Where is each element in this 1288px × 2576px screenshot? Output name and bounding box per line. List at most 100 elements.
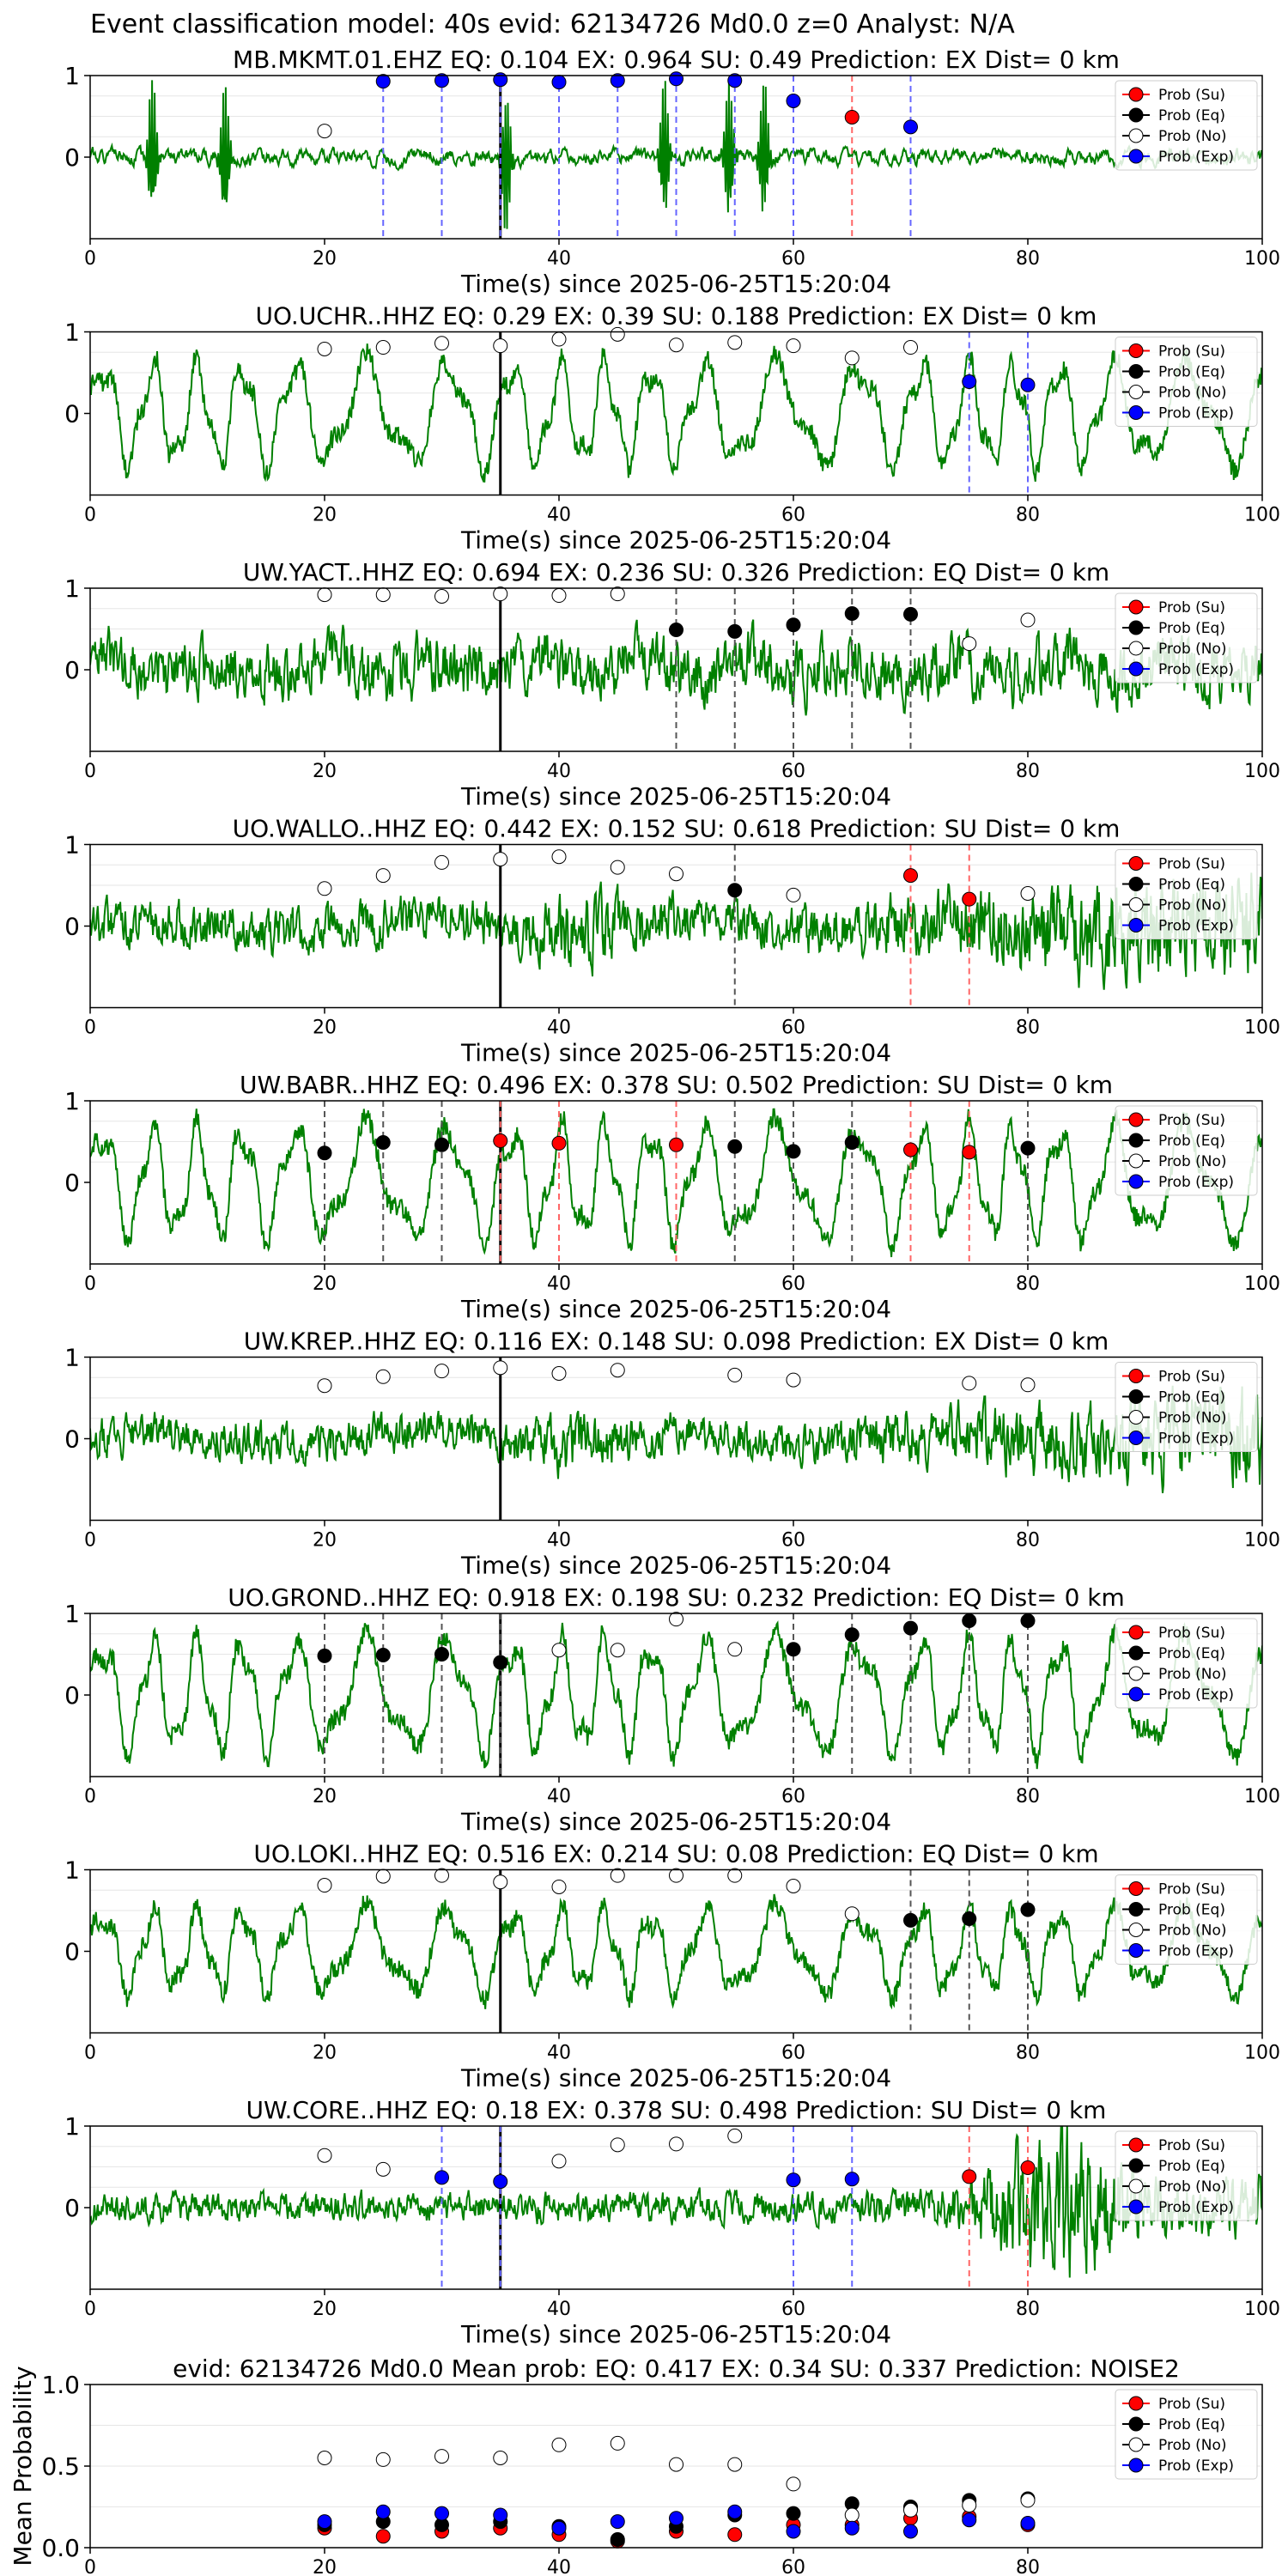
x-tick-label: 60 [781, 2557, 805, 2576]
legend-box [1115, 2130, 1258, 2221]
panel-7: UO.GROND..HHZ EQ: 0.918 EX: 0.198 SU: 0.… [64, 1583, 1280, 1836]
x-tick-label: 80 [1016, 1786, 1040, 1807]
x-tick-label: 100 [1244, 2043, 1280, 2064]
legend-marker-no [1128, 1666, 1144, 1681]
x-axis-label: Time(s) since 2025-06-25T15:20:04 [460, 2320, 891, 2348]
x-tick-label: 100 [1244, 1786, 1280, 1807]
y-tick-label: 0.5 [41, 2452, 80, 2481]
x-tick-label: 40 [547, 248, 571, 270]
legend-label-no: Prob (No) [1158, 1153, 1227, 1170]
legend-marker-su [1128, 2396, 1144, 2411]
legend-label-su: Prob (Su) [1158, 1112, 1225, 1129]
legend: Prob (Su) Prob (Eq) Prob (No) Prob (Exp) [1115, 1618, 1258, 1709]
legend-label-no: Prob (No) [1158, 2178, 1227, 2196]
x-tick-label: 80 [1016, 761, 1040, 782]
prob-marker-no [551, 588, 567, 604]
x-axis-label: Time(s) since 2025-06-25T15:20:04 [460, 782, 891, 811]
waveform-trace [90, 1620, 1262, 1770]
x-tick-label: 80 [1016, 2043, 1040, 2064]
prob-marker-no [727, 1367, 743, 1382]
x-tick-label: 100 [1244, 248, 1280, 270]
legend-label-exp: Prob (Exp) [1158, 918, 1234, 935]
x-tick-label: 40 [547, 2043, 571, 2064]
panel-10: evid: 62134726 Md0.0 Mean prob: EQ: 0.41… [9, 2354, 1263, 2576]
prob-marker-exp [1020, 377, 1036, 392]
legend-label-exp: Prob (Exp) [1158, 2458, 1234, 2475]
legend-label-no: Prob (No) [1158, 2437, 1227, 2454]
x-axis-label: Time(s) since 2025-06-25T15:20:04 [460, 1807, 891, 1836]
prob-marker-no [1020, 1377, 1036, 1393]
x-tick-label: 100 [1244, 1273, 1280, 1295]
legend-marker-eq [1128, 620, 1144, 635]
waveform-trace [90, 1893, 1262, 2010]
prob-marker-no [727, 1868, 743, 1883]
legend-label-exp: Prob (Exp) [1158, 661, 1234, 678]
legend-label-eq: Prob (Eq) [1158, 620, 1225, 637]
legend-label-eq: Prob (Eq) [1158, 1389, 1225, 1406]
x-tick-label: 60 [781, 1530, 805, 1552]
prob-marker-no [317, 587, 332, 603]
mean-marker-eq [786, 2506, 801, 2521]
x-tick-label: 60 [781, 761, 805, 782]
legend-marker-no [1128, 641, 1144, 656]
prob-marker-no [434, 1868, 449, 1883]
prob-marker-exp [786, 2172, 801, 2188]
mean-marker-exp [317, 2514, 332, 2530]
legend-label-eq: Prob (Eq) [1158, 877, 1225, 894]
prob-marker-eq [317, 1648, 332, 1663]
mean-marker-exp [903, 2524, 918, 2539]
mean-marker-no [551, 2437, 567, 2452]
legend-label-eq: Prob (Eq) [1158, 2416, 1225, 2433]
prob-marker-eq [786, 1642, 801, 1657]
legend-marker-no [1128, 2437, 1144, 2452]
mean-marker-exp [727, 2504, 743, 2519]
legend-marker-exp [1128, 2458, 1144, 2473]
legend-box [1115, 849, 1258, 939]
prob-marker-exp [434, 73, 449, 88]
prob-marker-no [551, 1879, 567, 1894]
prob-marker-no [375, 1868, 391, 1884]
mean-marker-no [317, 2451, 332, 2465]
prob-marker-no [493, 852, 508, 867]
panel-4: UO.WALLO..HHZ EQ: 0.442 EX: 0.152 SU: 0.… [64, 815, 1280, 1067]
x-tick-label: 20 [313, 1786, 337, 1807]
legend-marker-eq [1128, 877, 1144, 891]
plot-area [90, 1869, 1262, 2033]
legend-marker-su [1128, 599, 1144, 615]
legend-marker-no [1128, 897, 1144, 912]
mean-marker-exp [962, 2512, 977, 2528]
mean-marker-exp [434, 2506, 449, 2521]
mean-marker-no [844, 2507, 860, 2523]
prob-marker-eq [786, 1144, 801, 1159]
x-tick-label: 40 [547, 2299, 571, 2320]
x-tick-label: 80 [1016, 505, 1040, 526]
legend: Prob (Su) Prob (Eq) Prob (No) Prob (Exp) [1115, 1362, 1258, 1452]
legend-marker-exp [1128, 405, 1144, 420]
x-tick-label: 60 [781, 248, 805, 270]
mean-marker-no [669, 2457, 683, 2472]
prob-marker-eq [786, 617, 801, 633]
panel-title: UO.WALLO..HHZ EQ: 0.442 EX: 0.152 SU: 0.… [233, 815, 1121, 843]
y-tick-label: 0 [64, 913, 80, 941]
legend-label-exp: Prob (Exp) [1158, 1431, 1234, 1448]
prob-marker-no [434, 589, 449, 604]
prob-marker-no [962, 1376, 977, 1391]
prob-marker-eq [903, 1620, 918, 1636]
x-tick-label: 40 [547, 1273, 571, 1295]
legend-marker-eq [1128, 107, 1144, 123]
prob-marker-no [669, 1868, 683, 1883]
prob-marker-eq [317, 1145, 332, 1161]
legend-label-exp: Prob (Exp) [1158, 149, 1234, 166]
panel-title: UW.YACT..HHZ EQ: 0.694 EX: 0.236 SU: 0.3… [243, 558, 1109, 586]
x-tick-label: 40 [547, 2557, 571, 2576]
prob-marker-eq [1020, 1140, 1036, 1156]
prob-marker-no [551, 2154, 567, 2169]
mean-marker-exp [493, 2507, 508, 2523]
legend: Prob (Su) Prob (Eq) Prob (No) Prob (Exp) [1115, 1105, 1258, 1196]
y-tick-label: 1.0 [41, 2371, 80, 2399]
prob-marker-eq [434, 1137, 449, 1152]
x-tick-label: 0 [84, 1530, 96, 1552]
prob-marker-exp [493, 72, 508, 88]
figure-suptitle: Event classification model: 40s evid: 62… [90, 9, 1015, 39]
x-tick-label: 40 [547, 505, 571, 526]
